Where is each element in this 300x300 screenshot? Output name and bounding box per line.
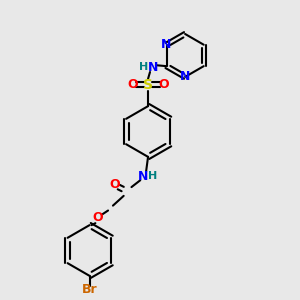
Text: S: S [143,78,153,92]
Text: N: N [161,38,172,51]
Text: O: O [110,178,120,191]
Text: O: O [158,78,169,91]
Text: O: O [92,211,103,224]
Text: N: N [180,70,190,83]
Text: H: H [148,171,158,182]
Text: H: H [139,62,148,72]
Text: O: O [127,78,138,91]
Text: N: N [148,61,158,74]
Text: N: N [138,170,148,183]
Text: Br: Br [82,283,97,296]
